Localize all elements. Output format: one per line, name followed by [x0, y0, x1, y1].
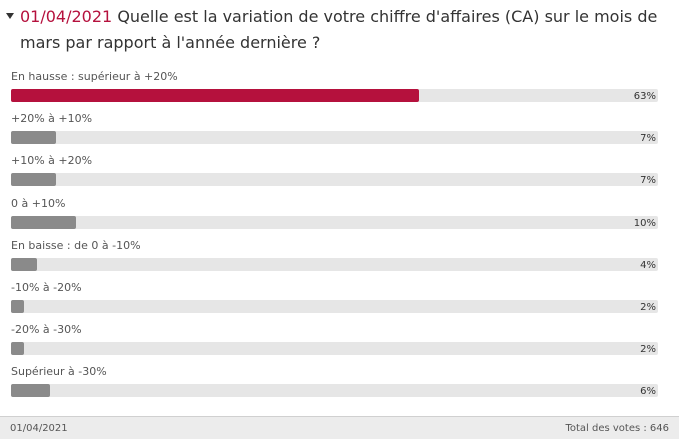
poll-question: 01/04/2021 Quelle est la variation de vo… — [20, 4, 657, 56]
option-bar-track[interactable] — [11, 215, 658, 229]
option-label: En hausse : supérieur à +20% — [11, 70, 178, 83]
poll-date: 01/04/2021 — [20, 7, 113, 26]
poll-option[interactable]: Supérieur à -30% 6% — [11, 365, 658, 407]
option-percent: 7% — [640, 175, 656, 187]
total-votes: Total des votes : 646 — [565, 423, 669, 434]
option-bar-fill — [11, 342, 24, 356]
option-percent: 63% — [633, 91, 656, 102]
option-percent: 7% — [640, 133, 656, 145]
option-bar-fill — [11, 89, 419, 102]
option-label: +20% à +10% — [11, 112, 93, 126]
option-bar-fill — [11, 384, 50, 398]
poll-option[interactable]: +10% à +20% 7% — [11, 154, 658, 196]
poll-option[interactable]: +20% à +10% 7% — [11, 112, 658, 154]
option-bar-fill — [11, 173, 57, 187]
poll-options: En hausse : supérieur à +20% 63% +20% à … — [11, 70, 658, 408]
collapse-caret-icon[interactable] — [6, 13, 14, 19]
option-bar-fill — [11, 131, 57, 145]
poll-option[interactable]: 0 à +10% 10% — [11, 197, 658, 239]
option-bar-track[interactable] — [11, 131, 658, 145]
option-bar-track[interactable] — [11, 173, 658, 187]
option-label: Supérieur à -30% — [11, 365, 107, 379]
poll-option[interactable]: En hausse : supérieur à +20% 63% — [11, 70, 658, 112]
footer-date: 01/04/2021 — [10, 423, 68, 434]
option-label: En baisse : de 0 à -10% — [11, 238, 141, 252]
option-bar-track[interactable] — [11, 384, 658, 398]
option-percent: 2% — [640, 344, 656, 356]
poll-option[interactable]: En baisse : de 0 à -10% 4% — [11, 239, 658, 281]
option-bar-track[interactable] — [11, 257, 658, 271]
poll-option[interactable]: -20% à -30% 2% — [11, 323, 658, 365]
option-bar-fill — [11, 215, 76, 229]
poll-option[interactable]: -10% à -20% 2% — [11, 281, 658, 323]
poll-question-line1: Quelle est la variation de votre chiffre… — [117, 7, 658, 26]
option-label: +10% à +20% — [11, 154, 93, 168]
option-label: -20% à -30% — [11, 323, 82, 337]
option-percent: 10% — [633, 217, 656, 229]
option-bar-track[interactable] — [11, 342, 658, 356]
option-percent: 2% — [640, 301, 656, 313]
option-label: -10% à -20% — [11, 280, 82, 294]
option-percent: 6% — [640, 386, 656, 398]
option-bar-track[interactable] — [11, 89, 658, 102]
option-bar-fill — [11, 257, 37, 271]
option-bar-fill — [11, 299, 24, 313]
option-bar-track[interactable] — [11, 299, 658, 313]
option-label: 0 à +10% — [11, 196, 66, 210]
poll-footer: 01/04/2021 Total des votes : 646 — [0, 416, 679, 439]
poll-header: 01/04/2021 Quelle est la variation de vo… — [6, 4, 674, 56]
poll-question-line2: mars par rapport à l'année dernière ? — [20, 33, 321, 52]
option-percent: 4% — [640, 259, 656, 271]
